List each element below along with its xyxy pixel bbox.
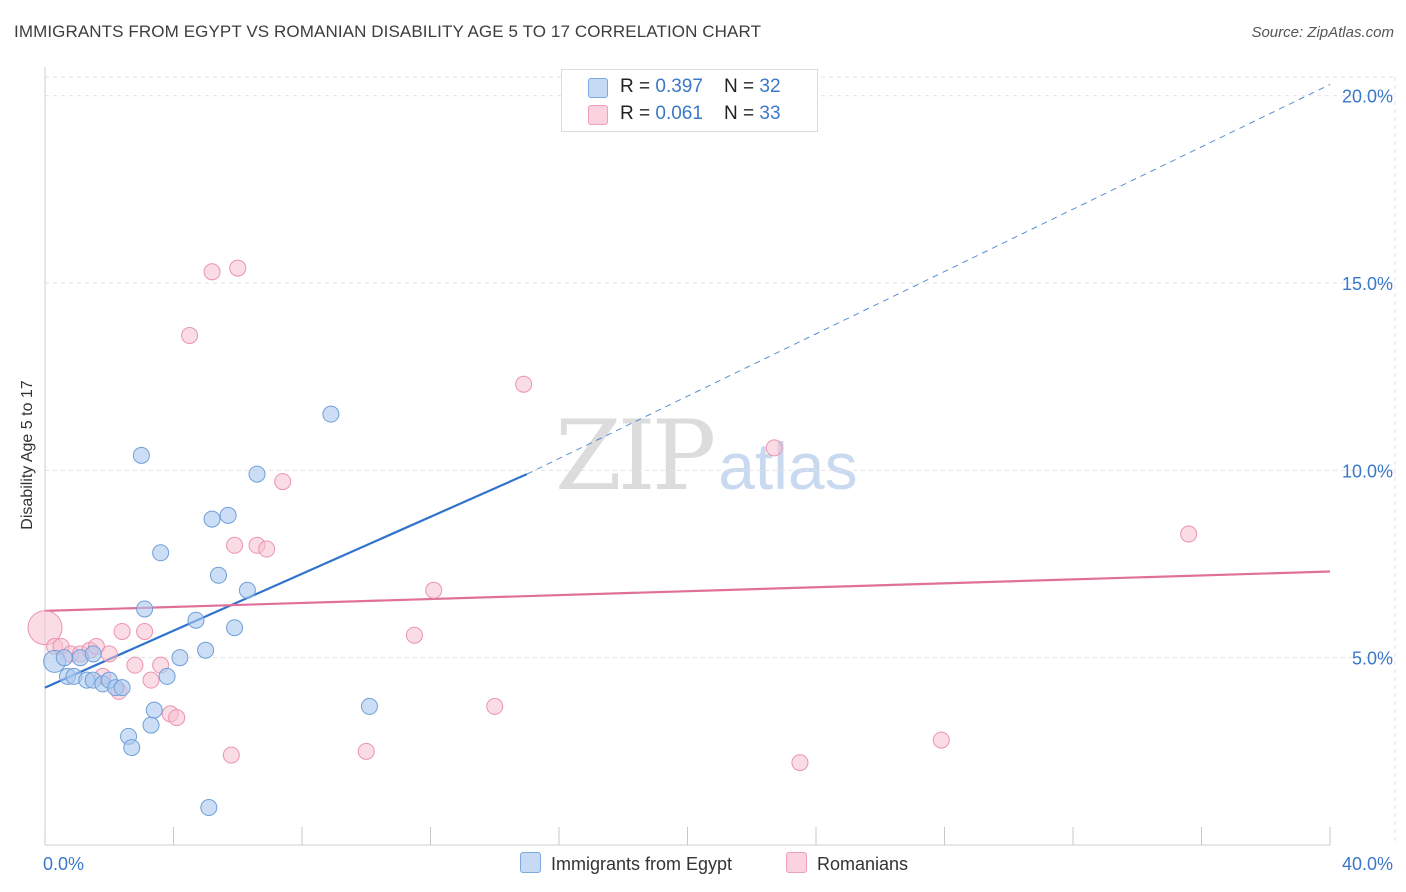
trend-line-egypt-extension (526, 84, 1331, 475)
trend-line-egypt (44, 473, 528, 689)
bottom-legend-label-egypt: Immigrants from Egypt (551, 854, 733, 874)
bottom-legend-swatch-egypt (520, 852, 541, 873)
bottom-legend-label-romanian: Romanians (817, 854, 909, 874)
point-egypt (152, 544, 170, 562)
point-egypt (113, 679, 131, 697)
point-egypt (158, 667, 176, 685)
point-romanian (357, 742, 375, 760)
point-egypt (219, 506, 237, 524)
bottom-legend-swatch-romanian (786, 852, 807, 873)
x-tick-label: 40.0% (1342, 854, 1393, 874)
point-egypt (123, 739, 141, 757)
legend-r-label: R = (620, 76, 656, 97)
source-label: Source: ZipAtlas.com (1251, 24, 1394, 41)
point-egypt (248, 465, 266, 483)
point-romanian (425, 581, 443, 599)
point-romanian (258, 540, 276, 558)
axes (44, 67, 1331, 846)
watermark-atlas: atlas (718, 429, 858, 503)
tick-labels: 5.0% 10.0% 15.0% 20.0% 0.0% 40.0% (43, 87, 1393, 874)
trend-line-romanian (44, 570, 1331, 612)
point-egypt (203, 510, 221, 528)
point-egypt (226, 619, 244, 637)
bottom-legend-egypt: Immigrants from Egypt (520, 852, 732, 875)
point-egypt (322, 405, 340, 423)
trend-romanian (44, 570, 1331, 612)
chart-title: IMMIGRANTS FROM EGYPT VS ROMANIAN DISABI… (14, 22, 762, 41)
y-axis-title: Disability Age 5 to 17 (19, 380, 36, 530)
point-romanian (226, 536, 244, 554)
point-egypt (84, 645, 102, 663)
point-romanian (168, 709, 186, 727)
y-tick-label: 15.0% (1342, 274, 1393, 294)
point-romanian (203, 263, 221, 281)
y-tick-label: 20.0% (1342, 87, 1393, 107)
legend-text-romanian: R = 0.061 N = 33 (620, 103, 781, 125)
legend-n-label: N = (724, 103, 760, 124)
point-romanian (1180, 525, 1198, 543)
legend-n-label: N = (724, 76, 760, 97)
point-egypt (238, 581, 256, 599)
y-tick-label: 5.0% (1352, 649, 1393, 669)
point-egypt (132, 446, 150, 464)
point-romanian (791, 754, 809, 772)
y-tick-label: 10.0% (1342, 461, 1393, 481)
point-egypt (197, 641, 215, 659)
point-egypt (142, 716, 160, 734)
point-egypt (55, 649, 73, 667)
point-romanian (27, 610, 63, 646)
point-egypt (209, 566, 227, 584)
points-egypt (43, 405, 378, 817)
point-romanian (113, 622, 131, 640)
legend: R = 0.397 N = 32 R = 0.061 N = 33 (561, 69, 818, 132)
point-romanian (126, 656, 144, 674)
legend-r-label: R = (620, 103, 656, 124)
point-romanian (100, 645, 118, 663)
point-egypt (171, 649, 189, 667)
point-romanian (932, 731, 950, 749)
point-romanian (765, 439, 783, 457)
point-romanian (486, 697, 504, 715)
legend-swatch-egypt (588, 78, 608, 98)
points-romanian (27, 259, 1198, 772)
legend-n-value: 32 (759, 76, 781, 97)
bottom-legend-romanian: Romanians (786, 852, 908, 875)
point-egypt (200, 799, 218, 817)
legend-n-value: 33 (759, 103, 781, 124)
point-romanian (181, 326, 199, 344)
legend-r-value: 0.397 (655, 76, 703, 97)
watermark-zip: ZIP (555, 400, 716, 512)
point-egypt (187, 611, 205, 629)
watermark: ZIPatlas (555, 400, 858, 512)
point-romanian (222, 746, 240, 764)
point-egypt (136, 600, 154, 618)
legend-r-value: 0.061 (655, 103, 703, 124)
point-romanian (136, 622, 154, 640)
point-egypt (145, 701, 163, 719)
grid-lines (45, 76, 1396, 845)
legend-text-egypt: R = 0.397 N = 32 (620, 76, 781, 98)
point-romanian (274, 473, 292, 491)
x-tick-label: 0.0% (43, 854, 84, 874)
point-romanian (229, 259, 247, 277)
point-romanian (515, 375, 533, 393)
trend-egypt (44, 84, 1331, 689)
point-romanian (405, 626, 423, 644)
point-egypt (360, 697, 378, 715)
legend-swatch-romanian (588, 105, 608, 125)
point-romanian (142, 671, 160, 689)
